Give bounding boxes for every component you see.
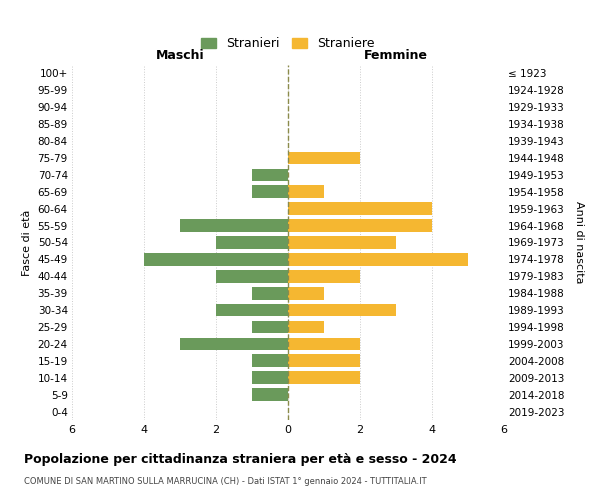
Bar [288,220,432,232]
Bar [288,354,360,367]
Bar [288,202,432,215]
Text: Femmine: Femmine [364,48,428,62]
Bar [288,338,360,350]
Text: Popolazione per cittadinanza straniera per età e sesso - 2024: Popolazione per cittadinanza straniera p… [24,452,457,466]
Bar [288,304,396,316]
Bar [180,338,288,350]
Bar [252,388,288,401]
Bar [288,186,324,198]
Bar [288,372,360,384]
Bar [144,253,288,266]
Bar [288,236,396,249]
Bar [252,186,288,198]
Y-axis label: Fasce di età: Fasce di età [22,210,32,276]
Bar [252,287,288,300]
Y-axis label: Anni di nascita: Anni di nascita [574,201,584,284]
Bar [216,304,288,316]
Text: COMUNE DI SAN MARTINO SULLA MARRUCINA (CH) - Dati ISTAT 1° gennaio 2024 - TUTTIT: COMUNE DI SAN MARTINO SULLA MARRUCINA (C… [24,478,427,486]
Bar [216,270,288,282]
Bar [288,270,360,282]
Bar [252,372,288,384]
Bar [252,168,288,181]
Bar [288,320,324,334]
Bar [180,220,288,232]
Bar [252,354,288,367]
Bar [288,253,468,266]
Legend: Stranieri, Straniere: Stranieri, Straniere [196,32,380,55]
Bar [252,320,288,334]
Bar [288,287,324,300]
Bar [288,152,360,164]
Text: Maschi: Maschi [155,48,205,62]
Bar [216,236,288,249]
